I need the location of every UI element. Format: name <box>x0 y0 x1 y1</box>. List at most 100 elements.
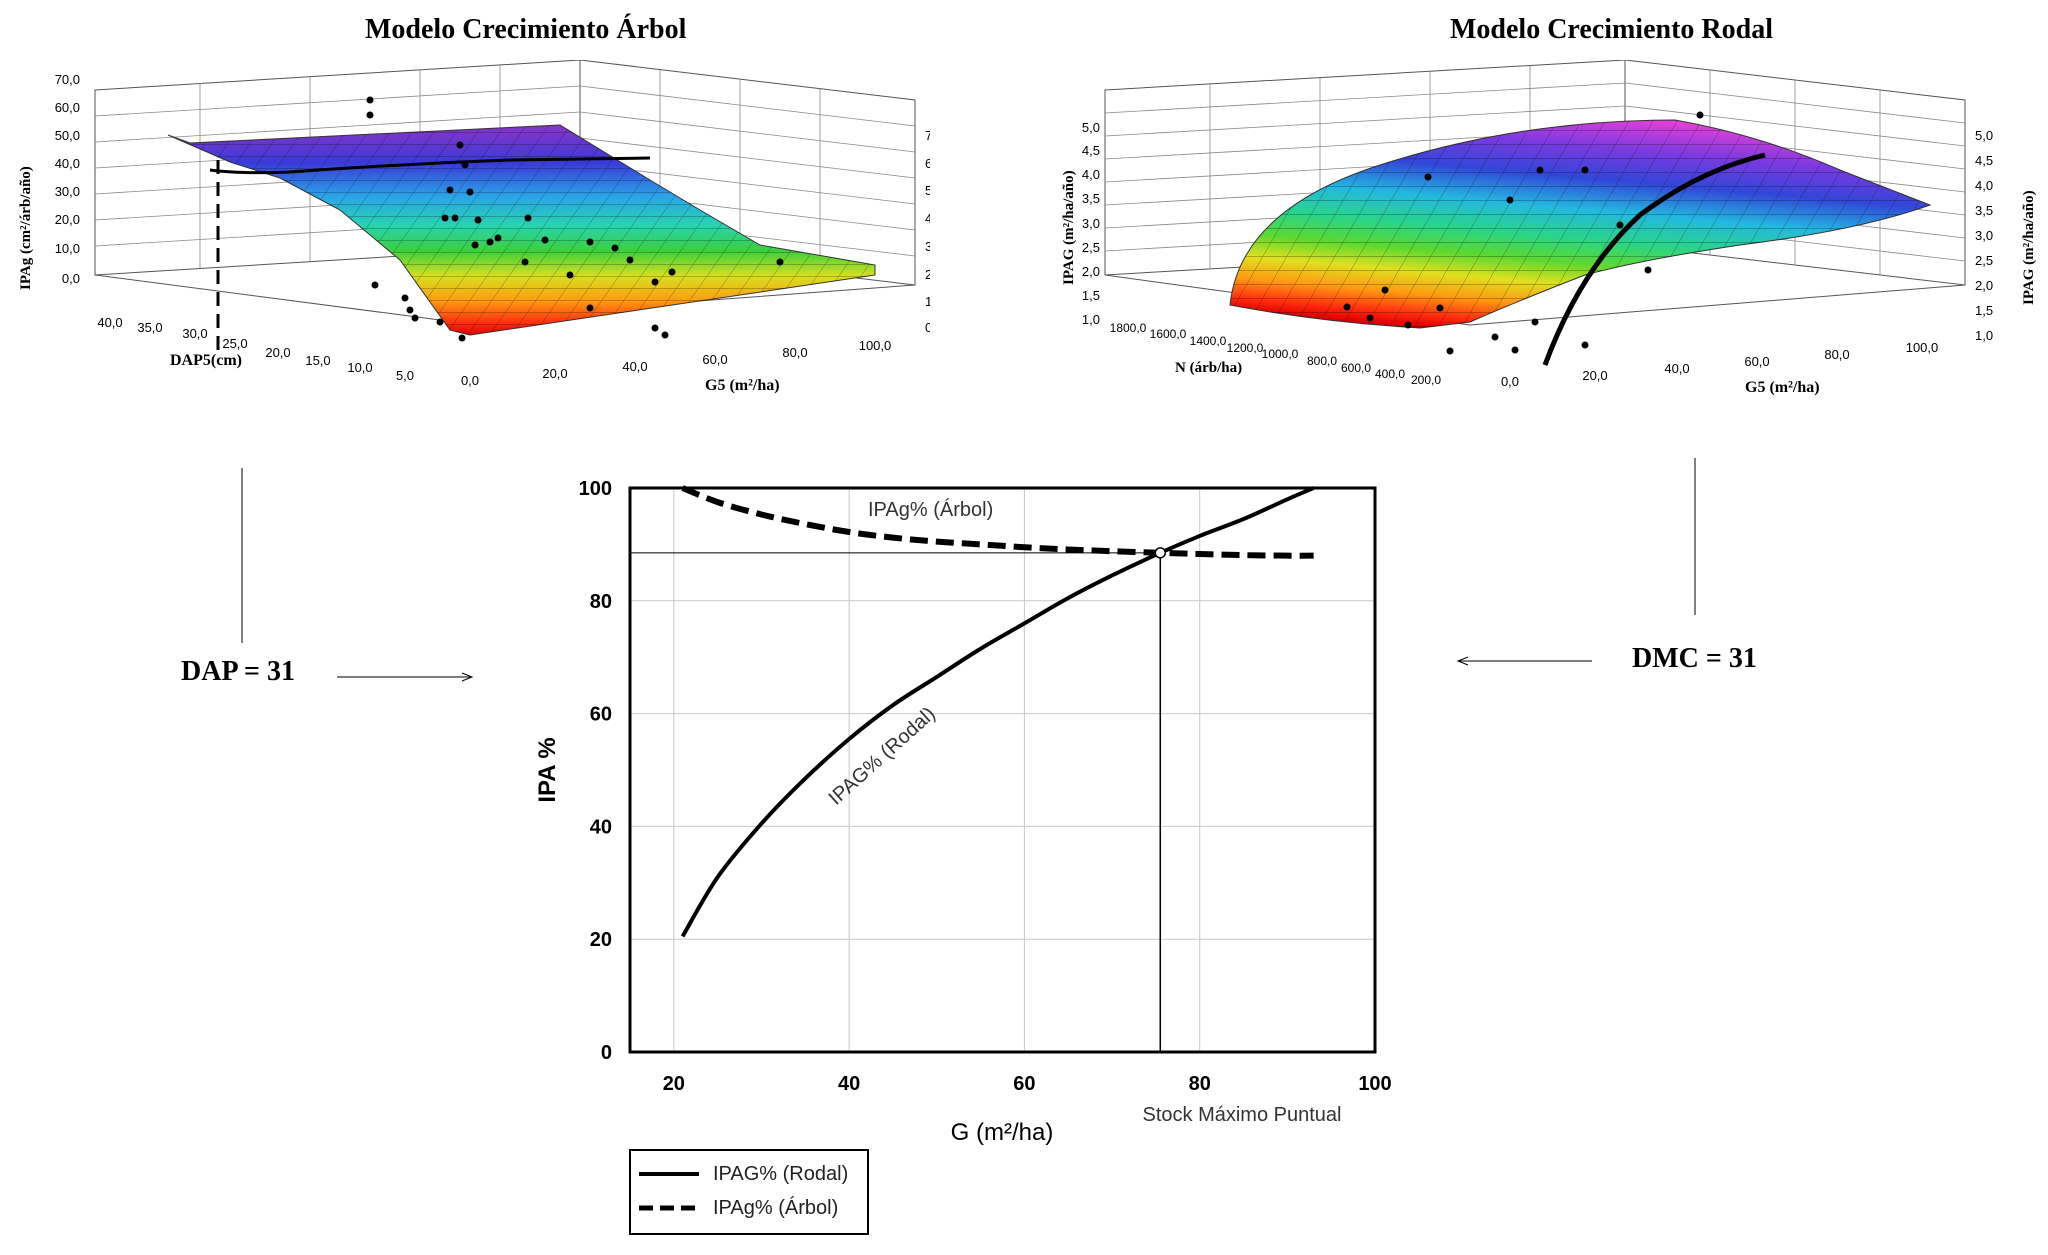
left-y-ticks: 0,0 20,0 40,0 60,0 80,0 100,0 <box>461 338 891 388</box>
right-z-tick-right: 2,0 <box>1975 278 1993 293</box>
legend-dashed-line-swatch <box>639 1205 699 1211</box>
left-z-tick: 0,0 <box>62 271 80 286</box>
right-x-ticks: 1800,0 1600,0 1400,0 1200,0 1000,0 800,0… <box>1110 321 1442 387</box>
right-x-tick: 800,0 <box>1307 354 1337 368</box>
legend-item-arbol: IPAg% (Árbol) <box>639 1193 838 1223</box>
right-panel-title: Modelo Crecimiento Rodal <box>1450 14 1773 45</box>
left-y-axis-label: G5 (m²/ha) <box>705 377 780 394</box>
right-z-tick-right: 3,0 <box>1975 228 1993 243</box>
right-z-tick-right: 4,5 <box>1975 153 1993 168</box>
y-tick-label: 0 <box>601 1042 612 1064</box>
left-z-tick-right: 60,0 <box>925 156 930 171</box>
right-x-tick: 1400,0 <box>1190 334 1227 348</box>
left-x-axis-label: DAP5(cm) <box>170 352 242 369</box>
left-y-tick: 80,0 <box>782 345 807 360</box>
main-chart-plot-frame <box>628 486 1377 1054</box>
legend-label-arbol: IPAg% (Árbol) <box>713 1196 839 1219</box>
left-x-ticks: 40,0 35,0 30,0 25,0 20,0 15,0 10,0 5,0 <box>97 315 414 383</box>
right-z-tick: 2,0 <box>1082 264 1100 279</box>
left-surface-mesh <box>168 125 875 335</box>
series-label-rodal: IPAG% (Rodal) <box>825 703 940 810</box>
left-z-tick-right: 10,0 <box>925 294 930 309</box>
x-tick-label: 100 <box>1358 1073 1391 1095</box>
left-y-tick: 100,0 <box>859 338 892 353</box>
main-chart-y-label: IPA % <box>534 737 561 802</box>
left-observation-points <box>366 96 784 342</box>
x-tick-label: 20 <box>663 1073 685 1095</box>
left-z-ticks-left: 0,0 10,0 20,0 30,0 40,0 50,0 60,0 70,0 <box>55 72 80 286</box>
legend-label-rodal: IPAG% (Rodal) <box>713 1162 849 1185</box>
left-z-tick: 50,0 <box>55 128 80 143</box>
right-x-tick: 600,0 <box>1341 361 1371 375</box>
dap-annotation: DAP = 31 <box>181 656 295 687</box>
left-x-tick: 35,0 <box>137 320 162 335</box>
stock-maximo-annotation: Stock Máximo Puntual <box>1143 1104 1342 1126</box>
y-tick-label: 80 <box>590 591 612 613</box>
right-y-tick: 60,0 <box>1744 354 1769 369</box>
main-chart-x-label: G (m²/ha) <box>951 1119 1054 1146</box>
right-y-tick: 0,0 <box>1501 374 1519 389</box>
right-dmc-curve <box>1542 152 1766 366</box>
left-z-tick-right: 50,0 <box>925 183 930 198</box>
left-x-tick: 15,0 <box>305 353 330 368</box>
y-tick-label: 100 <box>579 478 612 500</box>
left-x-tick: 5,0 <box>396 368 414 383</box>
x-tick-label: 80 <box>1189 1073 1211 1095</box>
left-y-tick: 40,0 <box>622 359 647 374</box>
left-x-tick: 25,0 <box>222 336 247 351</box>
right-z-tick-right: 4,0 <box>1975 178 1993 193</box>
right-z-tick: 5,0 <box>1082 120 1100 135</box>
right-x-axis-label: N (árb/ha) <box>1175 360 1242 376</box>
y-tick-label: 20 <box>590 929 612 951</box>
left-panel-title: Modelo Crecimiento Árbol <box>365 14 687 45</box>
legend-item-rodal: IPAG% (Rodal) <box>639 1159 848 1189</box>
legend-solid-line-swatch <box>639 1172 699 1176</box>
left-y-tick: 60,0 <box>702 352 727 367</box>
dmc-annotation: DMC = 31 <box>1632 643 1757 674</box>
right-x-tick: 1200,0 <box>1227 341 1264 355</box>
left-z-tick: 60,0 <box>55 100 80 115</box>
right-z-tick-right: 2,5 <box>1975 253 1993 268</box>
left-z-axis-label: IPAg (cm²/árb/año) <box>18 166 34 290</box>
right-y-tick: 40,0 <box>1664 361 1689 376</box>
left-y-tick: 0,0 <box>461 373 479 388</box>
right-z-tick-right: 5,0 <box>1975 128 1993 143</box>
left-3d-surface-chart: 0,0 10,0 20,0 30,0 40,0 50,0 60,0 70,0 0… <box>18 60 930 394</box>
left-x-tick: 10,0 <box>347 360 372 375</box>
series-line-rodal <box>680 486 1315 938</box>
right-z-tick: 3,0 <box>1082 216 1100 231</box>
right-z-tick-right: 3,5 <box>1975 203 1993 218</box>
left-z-tick-right: 30,0 <box>925 239 930 254</box>
left-dap-curve <box>209 156 651 175</box>
right-z-tick: 4,0 <box>1082 167 1100 182</box>
x-tick-label: 60 <box>1013 1073 1035 1095</box>
right-x-tick: 200,0 <box>1411 373 1441 387</box>
y-tick-label: 40 <box>590 816 612 838</box>
right-y-ticks: 0,0 20,0 40,0 60,0 80,0 100,0 <box>1501 340 1938 389</box>
right-z-tick-right: 1,0 <box>1975 328 1993 343</box>
right-x-tick: 400,0 <box>1375 367 1405 381</box>
main-chart-series <box>630 485 1315 1052</box>
series-label-arbol: IPAg% (Árbol) <box>868 498 993 521</box>
series-line-arbol <box>681 485 1314 559</box>
left-z-tick: 20,0 <box>55 212 80 227</box>
left-z-ticks-right: 0,0 10,0 20,0 30,0 40,0 50,0 60,0 70,0 <box>925 128 930 335</box>
right-x-tick: 1800,0 <box>1110 321 1147 335</box>
right-z-ticks-right: 1,0 1,5 2,0 2,5 3,0 3,5 4,0 4,5 5,0 <box>1975 128 1993 343</box>
left-z-tick-right: 20,0 <box>925 267 930 282</box>
right-z-tick: 1,0 <box>1082 312 1100 327</box>
right-z-axis-label-right: IPAG (m²/ha/año) <box>2021 190 2037 305</box>
left-z-tick-right: 0,0 <box>925 320 930 335</box>
left-y-tick: 20,0 <box>542 366 567 381</box>
right-y-tick: 80,0 <box>1824 347 1849 362</box>
right-z-tick: 1,5 <box>1082 288 1100 303</box>
right-z-tick: 3,5 <box>1082 191 1100 206</box>
left-z-tick: 10,0 <box>55 241 80 256</box>
right-y-tick: 100,0 <box>1906 340 1939 355</box>
left-x-tick: 30,0 <box>182 326 207 341</box>
right-z-tick: 2,5 <box>1082 240 1100 255</box>
right-z-ticks-left: 1,0 1,5 2,0 2,5 3,0 3,5 4,0 4,5 5,0 <box>1082 120 1100 327</box>
x-tick-label: 40 <box>838 1073 860 1095</box>
right-y-axis-label: G5 (m²/ha) <box>1745 379 1820 396</box>
